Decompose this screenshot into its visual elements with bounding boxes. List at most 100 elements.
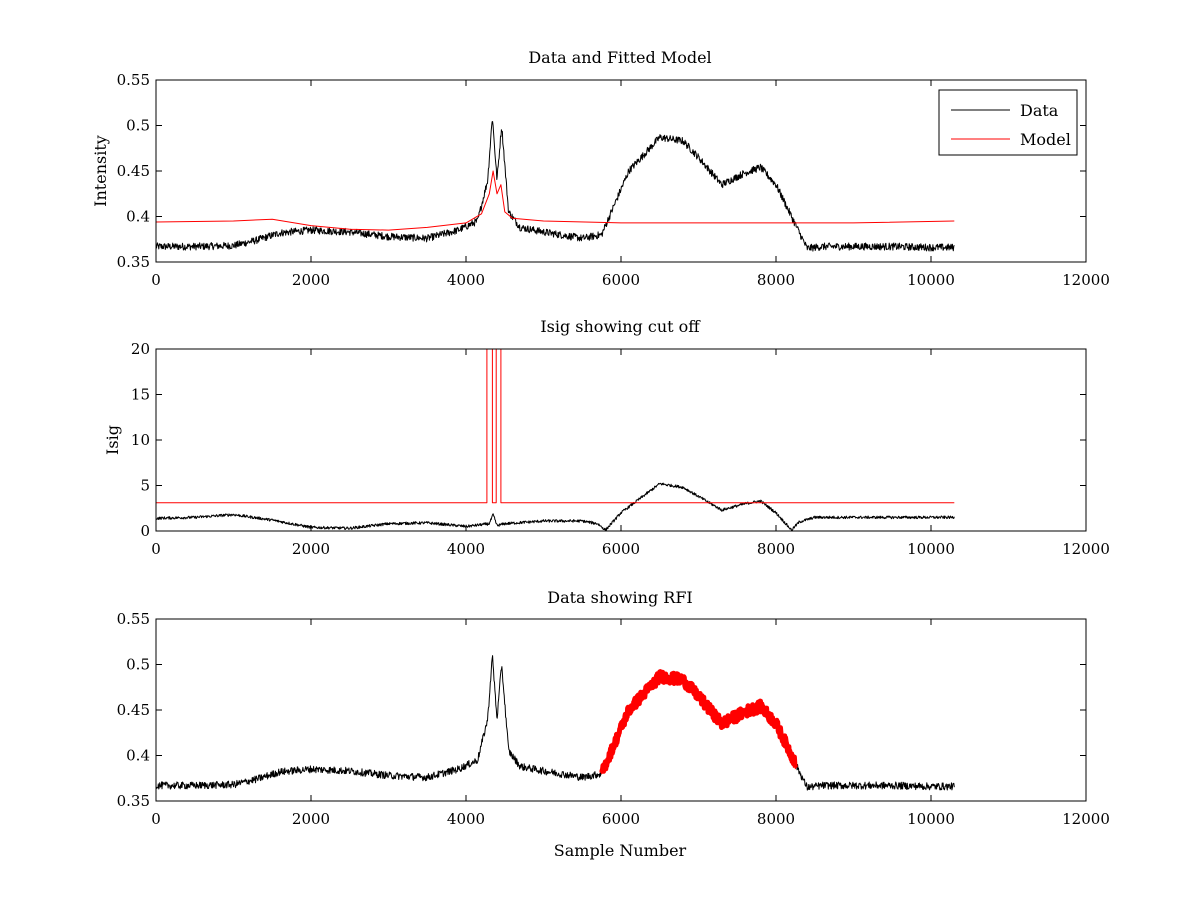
series-data-line: [155, 655, 955, 791]
rfi-marker: [704, 705, 709, 710]
subplot-3-title: Data showing RFI: [547, 588, 692, 607]
rfi-marker: [764, 712, 769, 717]
rfi-marker: [603, 766, 608, 771]
rfi-marker: [609, 743, 614, 748]
rfi-marker: [687, 688, 692, 693]
rfi-marker: [653, 677, 658, 682]
rfi-marker: [691, 689, 696, 694]
x-tick-label: 6000: [602, 271, 640, 289]
rfi-marker: [647, 682, 652, 687]
x-tick-label: 12000: [1062, 540, 1110, 558]
rfi-marker: [783, 735, 788, 740]
x-tick-label: 10000: [907, 540, 955, 558]
rfi-marker: [677, 681, 682, 686]
rfi-marker: [674, 671, 679, 676]
rfi-marker: [718, 716, 723, 721]
x-tick-label: 4000: [447, 540, 485, 558]
rfi-marker: [705, 700, 710, 705]
rfi-marker: [638, 690, 643, 695]
x-tick-label: 10000: [907, 271, 955, 289]
x-tick-label: 2000: [292, 271, 330, 289]
rfi-marker: [780, 734, 785, 739]
legend-data-label: Data: [1020, 101, 1059, 120]
rfi-marker: [695, 691, 700, 696]
rfi-marker: [716, 713, 721, 718]
rfi-marker: [722, 718, 727, 723]
x-tick-label: 8000: [757, 271, 795, 289]
rfi-marker: [607, 751, 612, 756]
rfi-marker: [614, 740, 619, 745]
series-cut-off-line: [156, 348, 955, 504]
rfi-marker: [672, 681, 677, 686]
series-model-line: [155, 170, 955, 231]
rfi-marker: [642, 695, 647, 700]
rfi-marker: [776, 730, 781, 735]
rfi-marker: [729, 716, 734, 721]
rfi-marker: [652, 681, 657, 686]
rfi-marker: [613, 735, 618, 740]
rfi-marker: [620, 725, 625, 730]
legend: Data Model: [938, 89, 1078, 156]
rfi-marker: [659, 672, 664, 677]
rfi-marker: [739, 711, 744, 716]
legend-model-label: Model: [1020, 130, 1071, 149]
rfi-marker: [748, 709, 753, 714]
rfi-marker: [667, 681, 672, 686]
rfi-marker: [755, 707, 760, 712]
rfi-marker: [743, 708, 748, 713]
y-tick-label: 0.55: [117, 71, 150, 89]
rfi-marker: [624, 711, 629, 716]
y-tick-label: 0.35: [117, 253, 150, 271]
x-tick-label: 2000: [292, 540, 330, 558]
rfi-marker: [631, 700, 636, 705]
rfi-marker: [757, 704, 762, 709]
subplot-1-axes-box: [155, 79, 1087, 263]
rfi-marker: [612, 744, 617, 749]
rfi-marker: [644, 685, 649, 690]
rfi-marker: [713, 710, 718, 715]
rfi-marker: [681, 674, 686, 679]
rfi-marker: [610, 749, 615, 754]
rfi-marker: [655, 671, 660, 676]
rfi-marker: [617, 727, 622, 732]
rfi-marker: [789, 757, 794, 762]
x-tick-label: 8000: [757, 810, 795, 828]
y-tick-label: 5: [140, 477, 150, 495]
rfi-marker: [759, 702, 764, 707]
rfi-marker: [633, 696, 638, 701]
subplot-3-ticks: 0 2000 4000 6000 8000 10000 12000 0.35 0.4 0.45 0.…: [117, 610, 1110, 828]
y-tick-label: 0.35: [117, 792, 150, 810]
subplot-2-title: Isig showing cut off: [540, 317, 701, 336]
rfi-marker: [690, 682, 695, 687]
x-tick-label: 4000: [447, 271, 485, 289]
rfi-marker: [628, 709, 633, 714]
rfi-marker: [640, 696, 645, 701]
rfi-marker: [630, 704, 635, 709]
legend-box: [938, 89, 1078, 156]
x-tick-label: 0: [151, 540, 161, 558]
rfi-marker: [599, 770, 604, 775]
series-data-line: [155, 121, 955, 252]
rfi-marker: [641, 691, 646, 696]
rfi-marker: [768, 717, 773, 722]
x-tick-label: 4000: [447, 810, 485, 828]
rfi-marker: [772, 724, 777, 729]
rfi-marker: [785, 743, 790, 748]
rfi-marker: [693, 685, 698, 690]
rfi-marker: [719, 725, 724, 730]
subplot-1-ylabel: Intensity: [91, 135, 110, 207]
rfi-marker: [725, 723, 730, 728]
rfi-marker: [627, 705, 632, 710]
rfi-marker: [676, 678, 681, 683]
rfi-marker: [775, 723, 780, 728]
subplot-1-ticks: 0 2000 4000 6000 8000 10000 12000 0.35 0.4 0.45 0.…: [117, 71, 1110, 289]
y-tick-label: 0.45: [117, 162, 150, 180]
rfi-marker: [711, 715, 716, 720]
rfi-marker: [621, 718, 626, 723]
rfi-marker: [733, 710, 738, 715]
x-tick-label: 6000: [602, 810, 640, 828]
rfi-marker: [744, 711, 749, 716]
rfi-marker: [684, 685, 689, 690]
y-tick-label: 10: [131, 431, 150, 449]
